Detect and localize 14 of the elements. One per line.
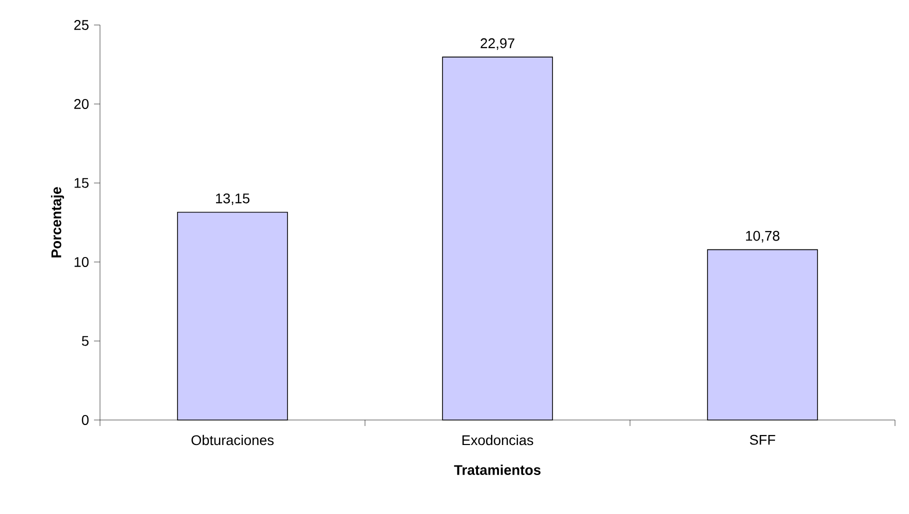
- data-label: 10,78: [746, 230, 780, 242]
- x-tick-label: SFF: [750, 434, 776, 445]
- y-tick-label: 15: [74, 178, 89, 188]
- data-label: 22,97: [480, 38, 514, 50]
- y-tick-label: 0: [82, 415, 89, 425]
- x-tick-label: Exodoncias: [462, 434, 534, 446]
- y-tick-label: 25: [74, 20, 89, 30]
- data-label: 13,15: [216, 193, 250, 206]
- x-tick-label: Obturaciones: [192, 434, 274, 446]
- y-tick-label: 10: [74, 257, 89, 267]
- y-axis-title: Porcentaje: [50, 187, 64, 258]
- x-axis-title: Tratamientos: [454, 464, 541, 475]
- y-tick-label: 20: [74, 99, 89, 109]
- y-tick-label: 5: [82, 336, 89, 346]
